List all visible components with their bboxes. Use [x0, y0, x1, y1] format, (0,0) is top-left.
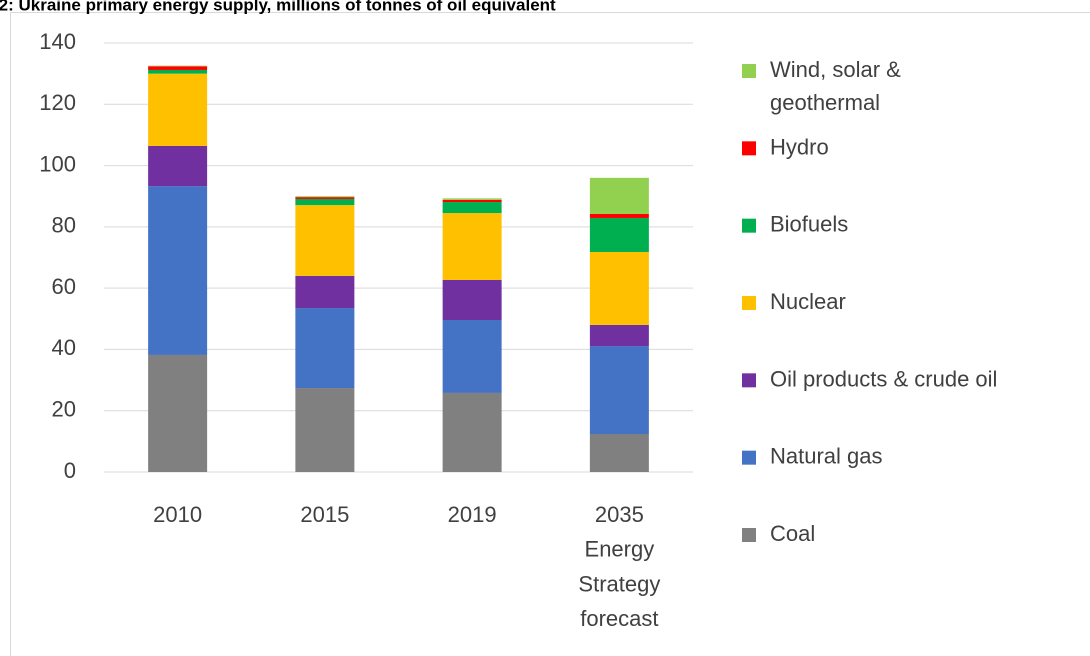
chart-title: Figure 2: Ukraine primary energy supply,…: [0, 0, 556, 14]
bar-segment: [589, 213, 649, 218]
bar-segment: [442, 213, 502, 280]
y-tick-label: 100: [39, 151, 76, 176]
bar-segment: [148, 65, 208, 67]
legend-swatch: [742, 528, 756, 542]
legend-label: Oil products & crude oil: [770, 366, 997, 391]
x-tick-label: 2019: [448, 502, 497, 527]
bar-segment: [148, 69, 208, 74]
legend-swatch: [742, 296, 756, 310]
bar-segment: [442, 392, 502, 472]
legend-label: Natural gas: [770, 443, 883, 468]
x-tick-label: 2010: [153, 502, 202, 527]
legend-label: Nuclear: [770, 289, 846, 314]
y-tick-label: 0: [64, 458, 76, 483]
bar-segment: [589, 324, 649, 347]
bar-segment: [295, 198, 355, 206]
bar-segment: [442, 198, 502, 200]
bar-segment: [589, 346, 649, 435]
legend-label: Coal: [770, 521, 815, 546]
legend-swatch: [742, 450, 756, 465]
y-tick-label: 120: [39, 90, 76, 115]
bar-segment: [442, 199, 502, 203]
legend-swatch: [742, 218, 756, 233]
legend-label: Biofuels: [770, 211, 848, 236]
legend-swatch: [742, 373, 756, 388]
bar-segment: [442, 202, 502, 214]
x-tick-label: 2015: [300, 502, 349, 527]
bar-segment: [295, 196, 355, 198]
bar-segment: [295, 205, 355, 276]
bar-segment: [589, 434, 649, 472]
y-tick-label: 20: [52, 397, 76, 422]
legend-swatch: [742, 64, 756, 78]
bar-segment: [295, 197, 355, 199]
bar-segment: [589, 217, 649, 252]
y-tick-label: 60: [52, 274, 76, 299]
y-tick-label: 40: [52, 335, 76, 360]
y-tick-label: 140: [39, 29, 76, 54]
legend-swatch: [742, 141, 756, 156]
bar-segment: [148, 73, 208, 146]
bar-segment: [295, 388, 355, 472]
bar-segment: [148, 66, 208, 70]
legend-label: Wind, solar & geothermal: [770, 57, 901, 115]
bar-segment: [589, 177, 649, 214]
bar-segment: [295, 308, 355, 389]
legend-label: Hydro: [770, 134, 829, 159]
bar-segment: [295, 275, 355, 309]
chart-frame: [10, 12, 1090, 656]
bar-segment: [148, 354, 208, 472]
x-tick-label: 2035 Energy Strategy forecast: [578, 502, 660, 631]
bar-segment: [148, 145, 208, 187]
bar-segment: [589, 251, 649, 325]
bar-segment: [148, 186, 208, 355]
y-tick-label: 80: [52, 213, 76, 238]
bar-segment: [442, 320, 502, 393]
bar-segment: [442, 279, 502, 321]
